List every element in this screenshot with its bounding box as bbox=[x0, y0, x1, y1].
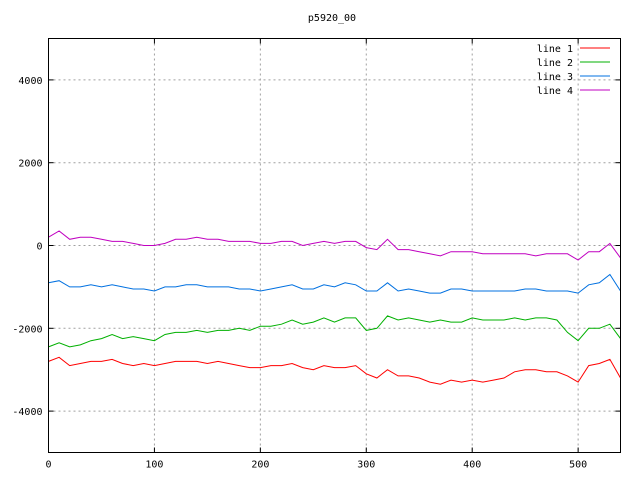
chart-title: p5920_00 bbox=[308, 13, 356, 24]
legend-label-1: line 1 bbox=[537, 44, 573, 55]
y-tick-label: 4000 bbox=[18, 76, 42, 87]
grid bbox=[48, 38, 621, 453]
y-tick-label: -4000 bbox=[12, 407, 42, 418]
x-tick-label: 300 bbox=[357, 460, 375, 471]
legend-label-2: line 2 bbox=[537, 58, 573, 69]
axes: 0 100 200 300 400 500 -4000 -2000 0 2000 4000 bbox=[12, 38, 621, 471]
x-tick-label: 500 bbox=[569, 460, 587, 471]
y-tick-label: 0 bbox=[36, 242, 42, 253]
y-tick-label: 2000 bbox=[18, 159, 42, 170]
x-tick-label: 100 bbox=[145, 460, 163, 471]
series-line-1 bbox=[48, 356, 621, 385]
legend-label-4: line 4 bbox=[537, 86, 573, 97]
series-layer bbox=[48, 230, 621, 385]
x-tick-label: 0 bbox=[45, 460, 51, 471]
y-tick-label: -2000 bbox=[12, 324, 42, 335]
x-tick-label: 200 bbox=[251, 460, 269, 471]
legend-label-3: line 3 bbox=[537, 72, 573, 83]
series-line-3 bbox=[48, 273, 621, 294]
series-line-4 bbox=[48, 230, 621, 261]
series-line-2 bbox=[48, 315, 621, 348]
x-tick-label: 400 bbox=[463, 460, 481, 471]
legend: line 1 line 2 line 3 line 4 bbox=[537, 44, 610, 97]
